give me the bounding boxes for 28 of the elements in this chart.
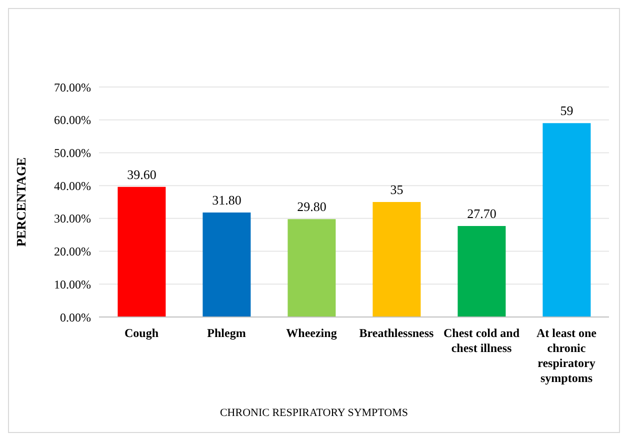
x-tick-label: At least one chronic respiratory symptoms (536, 326, 598, 385)
x-tick-label: Chest cold and chest illness (443, 326, 520, 355)
y-tick-label: 20.00% (54, 244, 91, 259)
y-tick-label: 70.00% (54, 80, 91, 94)
bar (542, 123, 591, 317)
x-tick-label: Breathlessness (359, 326, 434, 340)
x-tick-label: Cough (124, 326, 159, 340)
data-label: 29.80 (297, 199, 326, 214)
data-label: 39.60 (127, 166, 156, 182)
y-tick-label: 40.00% (54, 178, 91, 193)
bar (202, 212, 251, 317)
data-label: 27.70 (467, 206, 496, 221)
bar (118, 186, 166, 317)
bar (458, 226, 506, 317)
x-tick-label: Phlegm (207, 326, 246, 340)
y-tick-label: 10.00% (54, 277, 91, 292)
y-tick-label: 0.00% (60, 310, 91, 324)
y-tick-label: 60.00% (54, 113, 91, 128)
data-label: 31.80 (212, 192, 242, 208)
y-tick-label: 30.00% (54, 212, 91, 226)
data-label: 35 (390, 182, 404, 197)
y-tick-label: 50.00% (54, 146, 91, 160)
x-axis-title: CHRONIC RESPIRATORY SYMPTOMS (218, 407, 410, 419)
y-axis-title: PERCENTAGE (14, 157, 29, 247)
x-tick-label: Wheezing (286, 326, 337, 340)
bar (288, 219, 336, 317)
bar (372, 202, 421, 317)
data-label: 59 (560, 103, 574, 118)
